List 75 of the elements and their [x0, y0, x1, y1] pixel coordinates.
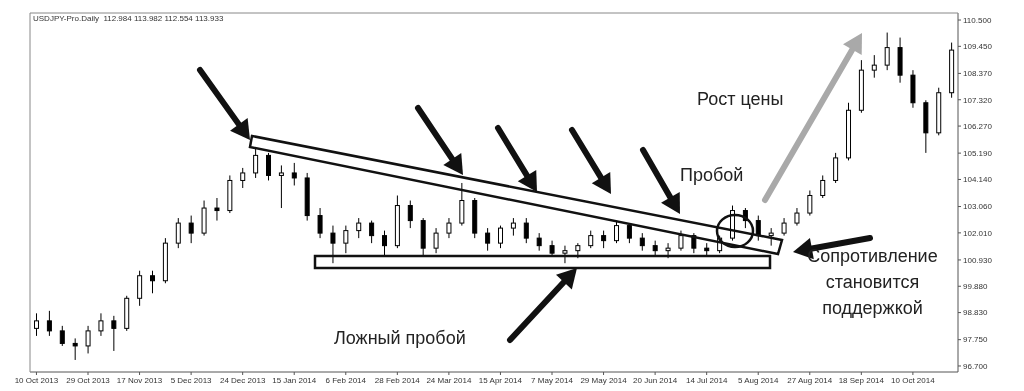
- annotation: Ложный пробой: [334, 327, 467, 350]
- x-tick-label: 29 Oct 2013: [66, 375, 111, 385]
- candlestick: [214, 197, 220, 222]
- candlestick: [150, 270, 156, 294]
- candlestick: [356, 217, 362, 239]
- x-tick-label: 5 Aug 2014: [737, 375, 780, 385]
- candlestick: [111, 315, 117, 352]
- y-tick-label: 100.930: [963, 255, 993, 265]
- x-tick-label: 24 Dec 2013: [219, 375, 266, 385]
- candlestick: [678, 230, 684, 252]
- candlestick: [820, 174, 826, 199]
- candlestick: [278, 164, 284, 209]
- x-tick-label: 7 May 2014: [531, 375, 574, 385]
- candlestick: [253, 147, 259, 179]
- candlestick: [382, 230, 388, 257]
- candlestick: [137, 270, 143, 307]
- candlestick: [72, 337, 78, 361]
- x-tick-label: 15 Apr 2014: [478, 375, 523, 385]
- x-tick-label: 17 Nov 2013: [116, 375, 163, 385]
- candlestick: [266, 152, 272, 181]
- x-tick-label: 10 Oct 2013: [14, 375, 59, 385]
- chart-title: USDJPY-Pro.Daily 112.984 113.982 112.554 113.933: [33, 14, 224, 23]
- y-tick-label: 109.450: [963, 42, 993, 52]
- x-tick-label: 29 May 2014: [580, 375, 628, 385]
- annotation: Пробой: [680, 164, 745, 187]
- candlestick: [833, 152, 839, 184]
- y-tick-label: 105.190: [963, 148, 993, 158]
- candlestick: [175, 217, 181, 249]
- x-tick-label: 14 Jul 2014: [685, 375, 728, 385]
- y-tick-label: 103.060: [963, 202, 993, 212]
- candlestick: [755, 215, 761, 242]
- candlestick: [59, 325, 65, 347]
- x-tick-label: 18 Sep 2014: [838, 375, 885, 385]
- y-tick-label: 104.140: [963, 175, 993, 185]
- x-tick-label: 28 Feb 2014: [374, 375, 421, 385]
- candlestick: [317, 207, 323, 239]
- y-tick-label: 98.830: [963, 308, 989, 318]
- annotation: Рост цены: [697, 88, 785, 111]
- candlestick: [498, 225, 504, 249]
- x-tick-label: 6 Feb 2014: [325, 375, 367, 385]
- candlestick: [807, 189, 813, 217]
- x-tick-label: 15 Jan 2014: [272, 375, 317, 385]
- y-tick-label: 108.370: [963, 69, 993, 79]
- x-tick-label: 10 Oct 2014: [891, 375, 936, 385]
- candlestick: [562, 245, 568, 264]
- candlestick: [188, 215, 194, 244]
- candlestick: [85, 325, 91, 354]
- candlestick: [459, 182, 465, 227]
- candlestick: [407, 200, 413, 229]
- candlestick: [240, 167, 246, 189]
- candlestick: [446, 217, 452, 239]
- y-tick-label: 106.270: [963, 121, 993, 131]
- candlestick: [343, 225, 349, 254]
- candlestick: [871, 54, 877, 79]
- y-tick-label: 97.750: [963, 335, 989, 345]
- candlestick: [291, 162, 297, 186]
- x-tick-label: 24 Mar 2014: [426, 375, 472, 385]
- candlestick: [665, 242, 671, 259]
- candlestick: [884, 32, 890, 71]
- candlestick: [485, 227, 491, 252]
- candlestick: [523, 217, 529, 244]
- candlestick: [369, 220, 375, 244]
- candlestick: [433, 227, 439, 254]
- candlestick: [34, 312, 40, 337]
- y-tick-label: 107.320: [963, 95, 993, 105]
- y-tick-label: 96.700: [963, 361, 989, 371]
- y-tick-label: 110.500: [963, 15, 992, 25]
- x-tick-label: 5 Dec 2013: [170, 375, 213, 385]
- x-tick-label: 20 Jun 2014: [633, 375, 678, 385]
- candlestick: [46, 310, 52, 337]
- x-tick-label: 27 Aug 2014: [787, 375, 833, 385]
- y-tick-label: 102.010: [963, 228, 993, 238]
- candlestick: [98, 312, 104, 337]
- y-tick-label: 99.880: [963, 282, 989, 292]
- candlestick: [330, 225, 336, 264]
